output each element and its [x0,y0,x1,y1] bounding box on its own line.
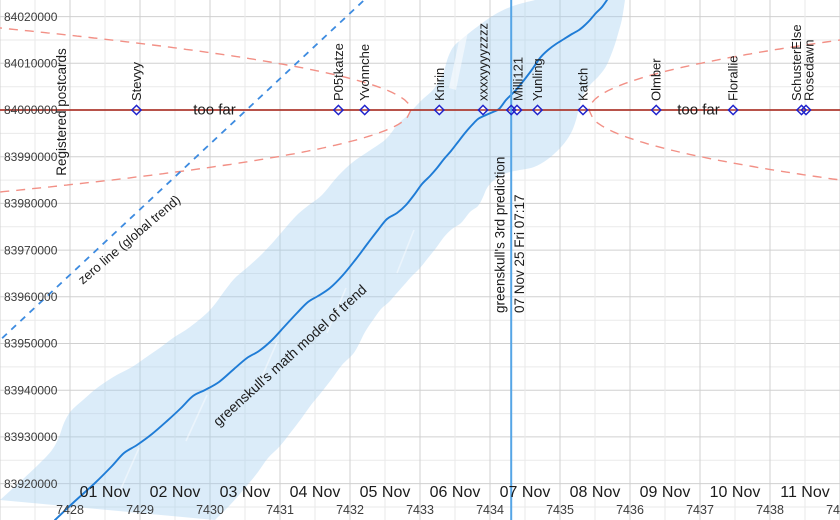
guess-marker-Florallie[interactable] [727,104,739,116]
band-seam [115,447,140,501]
x-daynumber-label: 7431 [266,503,294,517]
y-tick-label: 83920000 [4,477,58,491]
prediction-label: greenskull's 3rd prediction [493,157,508,313]
x-daynumber-label: 7428 [56,503,84,517]
guess-marker-Yunling[interactable] [531,104,544,116]
y-tick-label: 83990000 [4,150,58,164]
guess-marker-Olmber[interactable] [650,104,662,116]
guess-label-Olmber: Olmber [649,58,664,101]
x-date-label: 06 Nov [430,484,481,501]
guess-label-Florallie: Florallie [726,55,741,101]
x-date-label: 11 Nov [780,484,830,501]
x-daynumber-label: 7438 [756,503,784,517]
x-daynumber-label: 7436 [616,503,644,517]
too-far-boundary-right [588,39,840,181]
y-tick-label: 83940000 [4,383,58,397]
band-seam [185,394,208,442]
x-date-label: 08 Nov [570,484,621,501]
y-tick-label: 84000000 [4,103,58,117]
x-date-label: 09 Nov [640,484,691,501]
y-tick-label: 84020000 [4,10,58,24]
x-daynumber-label: 7434 [476,503,504,517]
band-seam [326,287,347,334]
guess-marker-Knirin[interactable] [433,104,445,116]
guess-marker-Rosedawn[interactable] [800,104,812,116]
x-daynumber-label: 7439 [826,503,840,517]
guess-marker-Milli121[interactable] [511,104,523,116]
band-notch [449,22,470,90]
guess-label-SchusterElse: SchusterElse [789,24,804,101]
guess-label-Knirin: Knirin [432,68,447,101]
guess-label-Yvonnche: Yvonnche [357,44,372,101]
x-daynumber-label: 7437 [686,503,714,517]
x-date-label: 10 Nov [710,484,761,501]
guess-label-Milli121: Milli121 [511,57,526,101]
y-tick-label: 83950000 [4,337,58,351]
x-daynumber-label: 7429 [126,503,154,517]
too-far-label: too far [193,102,236,119]
guess-marker-Yvonnche[interactable] [359,104,371,116]
guess-label-Katch: Katch [576,68,591,101]
band-seam [396,229,415,274]
band-seam [256,341,278,389]
guess-marker-xxxxyyyyzzzz[interactable] [477,104,489,116]
x-daynumber-label: 7430 [196,503,224,517]
guess-marker-Stevyy[interactable] [130,104,143,116]
prediction-time-label: 07 Nov 25 Fri 07:17 [512,194,527,313]
guess-marker-SchusterElse[interactable] [795,104,808,116]
x-daynumber-label: 7432 [336,503,364,517]
y-tick-label: 83930000 [4,430,58,444]
model-curve [54,0,608,520]
x-date-label: 01 Nov [80,484,131,501]
too-far-label: too far [677,102,720,119]
x-date-label: 05 Nov [360,484,411,501]
too-far-boundary-left [0,27,412,193]
x-daynumber-label: 7433 [406,503,434,517]
x-daynumber-label: 7435 [546,503,574,517]
y-axis-title: Registered postcards [54,48,69,176]
x-date-label: 02 Nov [150,484,201,501]
guess-label-xxxxyyyyzzzz: xxxxyyyyzzzz [476,23,491,101]
guess-label-Yunling: Yunling [530,58,545,101]
y-tick-label: 83980000 [4,197,58,211]
guess-marker-Katch[interactable] [577,104,589,116]
guess-label-Stevyy: Stevyy [129,61,144,101]
x-date-label: 03 Nov [220,484,271,501]
guess-marker-P05tkatze[interactable] [332,104,345,116]
guess-label-Rosedawn: Rosedawn [802,40,817,101]
guess-label-P05tkatze: P05tkatze [331,43,346,101]
y-tick-label: 83960000 [4,290,58,304]
y-tick-label: 83970000 [4,243,58,257]
y-tick-label: 84010000 [4,57,58,71]
x-date-label: 04 Nov [290,484,341,501]
x-date-label: 07 Nov [500,484,551,501]
